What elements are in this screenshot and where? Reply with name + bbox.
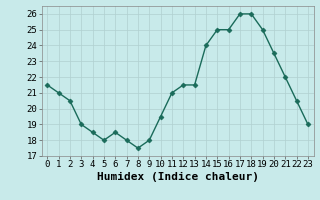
X-axis label: Humidex (Indice chaleur): Humidex (Indice chaleur) bbox=[97, 172, 259, 182]
